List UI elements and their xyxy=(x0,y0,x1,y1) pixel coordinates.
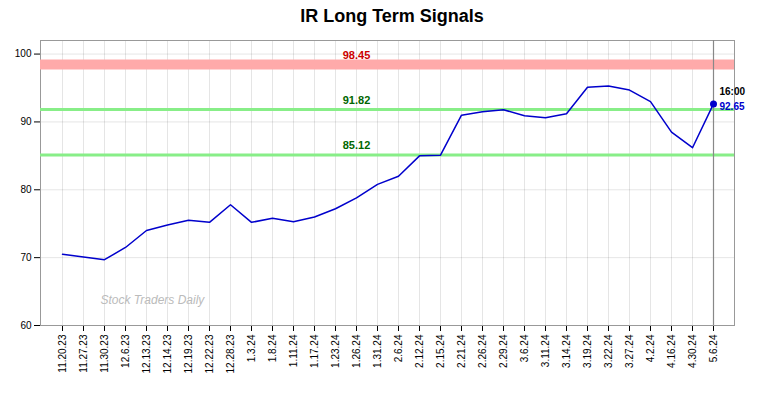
svg-text:12.6.23: 12.6.23 xyxy=(120,334,131,368)
svg-text:1.8.24: 1.8.24 xyxy=(267,334,278,362)
svg-text:12.19.23: 12.19.23 xyxy=(183,334,194,373)
svg-text:2.26.24: 2.26.24 xyxy=(477,334,488,368)
svg-text:11.20.23: 11.20.23 xyxy=(57,334,68,373)
svg-text:1.11.24: 1.11.24 xyxy=(288,334,299,367)
svg-text:4.30.24: 4.30.24 xyxy=(687,334,698,368)
svg-text:1.17.24: 1.17.24 xyxy=(309,334,320,368)
svg-text:16:00: 16:00 xyxy=(720,86,746,97)
svg-text:11.30.23: 11.30.23 xyxy=(99,334,110,373)
svg-text:90: 90 xyxy=(20,116,32,127)
svg-text:3.22.24: 3.22.24 xyxy=(603,334,614,368)
svg-text:2.29.24: 2.29.24 xyxy=(498,334,509,368)
svg-text:1.31.24: 1.31.24 xyxy=(372,334,383,368)
svg-text:3.27.24: 3.27.24 xyxy=(624,334,635,368)
html-text:IR Long Term Signals: IR Long Term Signals xyxy=(300,6,484,26)
svg-text:1.26.24: 1.26.24 xyxy=(351,334,362,368)
svg-text:70: 70 xyxy=(20,252,32,263)
svg-text:91.82: 91.82 xyxy=(343,94,371,106)
svg-text:4.2.24: 4.2.24 xyxy=(645,334,656,362)
svg-text:5.6.24: 5.6.24 xyxy=(708,334,719,362)
svg-text:Stock Traders Daily: Stock Traders Daily xyxy=(101,293,206,307)
svg-text:2.15.24: 2.15.24 xyxy=(435,334,446,368)
svg-text:3.11.24: 3.11.24 xyxy=(540,334,551,367)
svg-text:12.14.23: 12.14.23 xyxy=(162,334,173,373)
svg-text:92.65: 92.65 xyxy=(720,101,745,112)
svg-text:98.45: 98.45 xyxy=(343,49,371,61)
svg-text:4.16.24: 4.16.24 xyxy=(666,334,677,368)
svg-text:60: 60 xyxy=(20,320,32,331)
svg-text:12.22.23: 12.22.23 xyxy=(204,334,215,373)
svg-text:3.14.24: 3.14.24 xyxy=(561,334,572,368)
svg-text:2.21.24: 2.21.24 xyxy=(456,334,467,368)
svg-text:85.12: 85.12 xyxy=(343,139,371,151)
svg-text:3.19.24: 3.19.24 xyxy=(582,334,593,368)
svg-text:1.3.24: 1.3.24 xyxy=(246,334,257,362)
svg-text:2.12.24: 2.12.24 xyxy=(414,334,425,368)
svg-text:100: 100 xyxy=(15,48,32,59)
svg-text:3.6.24: 3.6.24 xyxy=(519,334,530,362)
svg-text:12.28.23: 12.28.23 xyxy=(225,334,236,373)
svg-text:80: 80 xyxy=(20,184,32,195)
svg-text:2.6.24: 2.6.24 xyxy=(393,334,404,362)
svg-text:1.23.24: 1.23.24 xyxy=(330,334,341,368)
svg-text:11.27.23: 11.27.23 xyxy=(78,334,89,373)
svg-text:12.13.23: 12.13.23 xyxy=(141,334,152,373)
